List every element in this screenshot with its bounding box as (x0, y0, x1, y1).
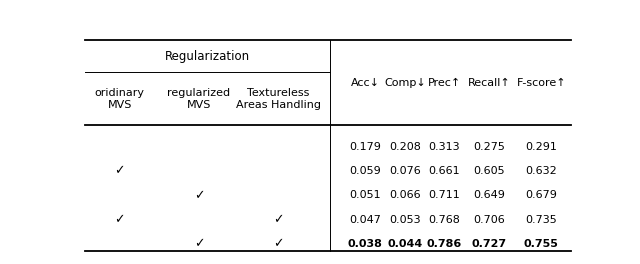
Text: ✓: ✓ (115, 213, 125, 226)
Text: 0.649: 0.649 (473, 190, 505, 200)
Text: 0.179: 0.179 (349, 142, 381, 152)
Text: Recall↑: Recall↑ (468, 78, 511, 87)
Text: ✓: ✓ (194, 189, 204, 202)
Text: 0.711: 0.711 (429, 190, 460, 200)
Text: 0.313: 0.313 (429, 142, 460, 152)
Text: 0.208: 0.208 (389, 142, 421, 152)
Text: 0.706: 0.706 (474, 215, 505, 225)
Text: 0.679: 0.679 (525, 190, 557, 200)
Text: 0.755: 0.755 (524, 239, 559, 249)
Text: 0.047: 0.047 (349, 215, 381, 225)
Text: 0.786: 0.786 (427, 239, 462, 249)
Text: Acc↓: Acc↓ (351, 78, 380, 87)
Text: regularized
MVS: regularized MVS (168, 88, 230, 110)
Text: 0.044: 0.044 (387, 239, 422, 249)
Text: ✓: ✓ (273, 213, 284, 226)
Text: Comp↓: Comp↓ (384, 78, 426, 87)
Text: 0.066: 0.066 (389, 190, 420, 200)
Text: ✓: ✓ (273, 238, 284, 251)
Text: 0.661: 0.661 (429, 166, 460, 176)
Text: 0.051: 0.051 (349, 190, 381, 200)
Text: 0.291: 0.291 (525, 142, 557, 152)
Text: oridinary
MVS: oridinary MVS (95, 88, 145, 110)
Text: 0.768: 0.768 (429, 215, 461, 225)
Text: F-score↑: F-score↑ (516, 78, 566, 87)
Text: ✓: ✓ (115, 164, 125, 177)
Text: 0.053: 0.053 (389, 215, 420, 225)
Text: 0.727: 0.727 (472, 239, 507, 249)
Text: 0.059: 0.059 (349, 166, 381, 176)
Text: 0.632: 0.632 (525, 166, 557, 176)
Text: 0.275: 0.275 (473, 142, 505, 152)
Text: Prec↑: Prec↑ (428, 78, 461, 87)
Text: Regularization: Regularization (165, 50, 250, 63)
Text: ✓: ✓ (194, 238, 204, 251)
Text: 0.038: 0.038 (348, 239, 383, 249)
Text: 0.076: 0.076 (389, 166, 420, 176)
Text: 0.735: 0.735 (525, 215, 557, 225)
Text: 0.605: 0.605 (474, 166, 505, 176)
Text: Textureless
Areas Handling: Textureless Areas Handling (236, 88, 321, 110)
